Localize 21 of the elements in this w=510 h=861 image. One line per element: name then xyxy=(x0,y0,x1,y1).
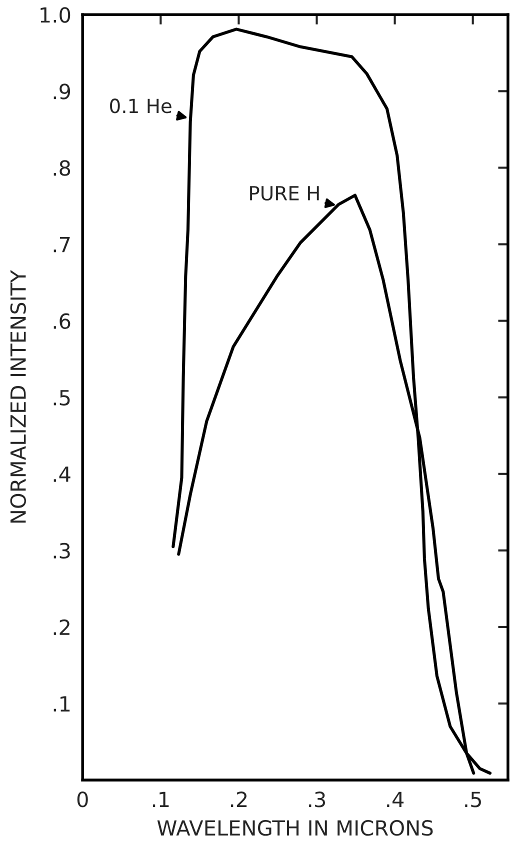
y-tick-label: .6 xyxy=(54,313,70,330)
x-tick-label: .2 xyxy=(230,792,247,808)
y-axis-title: NORMALIZED INTENSITY xyxy=(10,270,26,523)
x-tick-label: .4 xyxy=(387,792,404,808)
x-tick-label: .1 xyxy=(152,792,169,808)
y-tick-label: .4 xyxy=(54,466,70,482)
x-tick-label: 0 xyxy=(77,792,88,808)
y-tick-label: .8 xyxy=(54,160,70,176)
annotation: PURE H xyxy=(250,186,319,201)
y-tick-label: .2 xyxy=(54,619,70,635)
y-tick-label: .3 xyxy=(54,542,70,559)
x-tick-label: .3 xyxy=(309,792,326,808)
x-tick-label: .5 xyxy=(465,792,481,808)
y-tick-label: 1.0 xyxy=(40,7,70,23)
line-series xyxy=(172,28,492,775)
y-tick-label: .5 xyxy=(54,390,70,406)
y-tick-label: .9 xyxy=(54,84,70,100)
annotation: 0.1 He xyxy=(110,98,172,114)
y-tick-label: .1 xyxy=(54,696,70,712)
y-tick-label: .7 xyxy=(54,236,70,252)
x-axis-title: WAVELENGTH IN MICRONS xyxy=(157,820,433,836)
